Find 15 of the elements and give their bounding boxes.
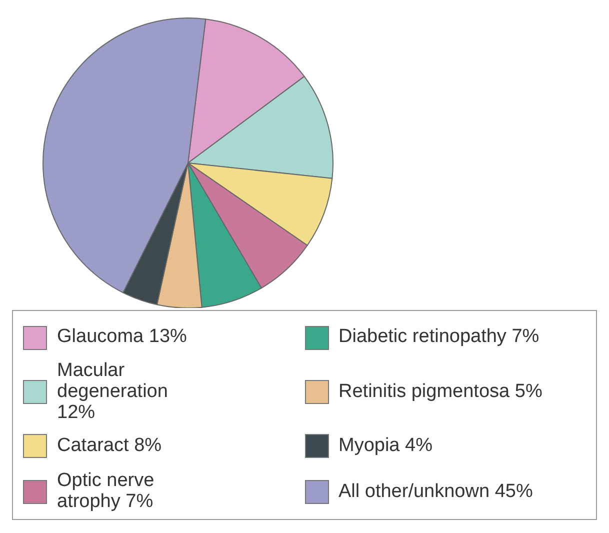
data-label: 7% [126,491,154,512]
data-label: 13% [148,326,187,348]
data-label: 12% [57,402,96,423]
data-label: 8% [134,434,162,456]
legend-label: Retinitis pigmentosa [338,380,510,402]
legend-label: Glaucoma [57,326,144,348]
data-label: 7% [512,326,540,348]
legend-label: All other/unknown [338,480,490,502]
legend-label: Macular degeneration [57,360,168,402]
data-label: 4% [405,434,432,456]
data-label: 5% [514,380,542,402]
legend-label: Myopia [338,434,400,456]
legend-label: Cataract [57,434,129,456]
legend-label: Diabetic retinopathy [338,326,506,348]
data-label: 45% [494,480,533,502]
